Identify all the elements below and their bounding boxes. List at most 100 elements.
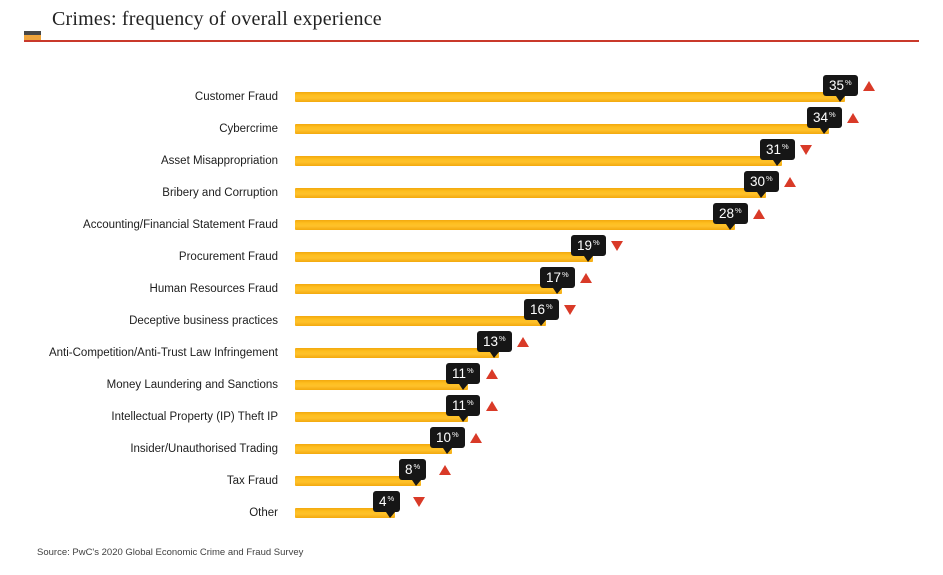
percent-sign: % (452, 430, 459, 439)
category-label: Asset Misappropriation (161, 155, 278, 167)
value-bar (295, 92, 845, 102)
value-badge: 19% (571, 235, 606, 256)
badge-pointer (443, 448, 452, 454)
category-label: Intellectual Property (IP) Theft IP (111, 411, 278, 423)
chart-row: Anti-Competition/Anti-Trust Law Infringe… (0, 331, 943, 369)
value-badge: 11% (446, 395, 480, 416)
value-bar (295, 348, 499, 358)
trend-up-icon (847, 113, 859, 123)
percent-sign: % (387, 494, 395, 503)
flag-accent-top (24, 31, 41, 35)
badge-pointer (820, 128, 829, 134)
value-bar (295, 508, 395, 518)
trend-up-icon (517, 337, 529, 347)
percent-sign: % (735, 206, 742, 215)
chart-row: Other 4% (0, 491, 943, 529)
category-label: Customer Fraud (194, 91, 278, 103)
category-label: Human Resources Fraud (149, 283, 278, 295)
value-bar (295, 316, 546, 326)
category-label: Bribery and Corruption (162, 187, 278, 199)
trend-up-icon (439, 465, 451, 475)
value-number: 11 (452, 366, 467, 381)
value-bar (295, 476, 421, 486)
category-label: Deceptive business practices (129, 315, 278, 327)
chart-row: Money Laundering and Sanctions 11% (0, 363, 943, 401)
value-bar (295, 156, 782, 166)
badge-pointer (553, 288, 562, 294)
percent-sign: % (845, 78, 852, 87)
percent-sign: % (562, 270, 569, 279)
value-bar (295, 252, 593, 262)
flag-accent-bottom (24, 35, 41, 40)
value-number: 8 (405, 462, 413, 477)
trend-down-icon (564, 305, 576, 315)
trend-up-icon (784, 177, 796, 187)
badge-pointer (459, 416, 468, 422)
percent-sign: % (782, 142, 789, 151)
percent-sign: % (546, 302, 553, 311)
chart-row: Intellectual Property (IP) Theft IP 11% (0, 395, 943, 433)
category-label: Cybercrime (219, 123, 278, 135)
chart-row: Customer Fraud 35% (0, 75, 943, 113)
value-badge: 30% (744, 171, 779, 192)
badge-pointer (459, 384, 468, 390)
value-badge: 4% (373, 491, 401, 512)
value-bar (295, 124, 829, 134)
value-badge: 8% (399, 459, 427, 480)
value-badge: 13% (477, 331, 512, 352)
trend-down-icon (611, 241, 623, 251)
percent-sign: % (413, 462, 421, 471)
badge-pointer (726, 224, 735, 230)
value-number: 11 (452, 398, 467, 413)
value-badge: 34% (807, 107, 842, 128)
category-label: Other (249, 507, 278, 519)
trend-up-icon (470, 433, 482, 443)
badge-pointer (386, 512, 395, 518)
percent-sign: % (467, 366, 474, 375)
chart-row: Procurement Fraud 19% (0, 235, 943, 273)
trend-down-icon (413, 497, 425, 507)
badge-pointer (773, 160, 782, 166)
badge-pointer (490, 352, 499, 358)
value-number: 17 (546, 270, 562, 285)
value-number: 30 (750, 174, 766, 189)
category-label: Money Laundering and Sanctions (106, 379, 278, 391)
value-bar (295, 380, 468, 390)
chart-row: Tax Fraud 8% (0, 459, 943, 497)
chart-row: Bribery and Corruption 30% (0, 171, 943, 209)
trend-up-icon (486, 369, 498, 379)
percent-sign: % (593, 238, 600, 247)
value-badge: 16% (524, 299, 559, 320)
value-number: 13 (483, 334, 499, 349)
chart-row: Human Resources Fraud 17% (0, 267, 943, 305)
value-number: 4 (379, 494, 387, 509)
header-divider (24, 40, 919, 42)
badge-pointer (537, 320, 546, 326)
value-number: 10 (436, 430, 452, 445)
category-label: Procurement Fraud (178, 251, 278, 263)
value-badge: 10% (430, 427, 465, 448)
badge-pointer (584, 256, 593, 262)
percent-sign: % (766, 174, 773, 183)
value-number: 35 (829, 78, 845, 93)
chart-row: Cybercrime 34% (0, 107, 943, 145)
value-badge: 31% (760, 139, 795, 160)
chart-row: Asset Misappropriation 31% (0, 139, 943, 177)
value-number: 28 (719, 206, 735, 221)
value-bar (295, 188, 766, 198)
badge-pointer (412, 480, 421, 486)
category-label: Accounting/Financial Statement Fraud (83, 219, 278, 231)
chart-row: Deceptive business practices 16% (0, 299, 943, 337)
source-note: Source: PwC's 2020 Global Economic Crime… (37, 547, 304, 558)
badge-pointer (757, 192, 766, 198)
trend-up-icon (580, 273, 592, 283)
trend-down-icon (800, 145, 812, 155)
percent-sign: % (829, 110, 836, 119)
category-label: Insider/Unauthorised Trading (130, 443, 278, 455)
percent-sign: % (499, 334, 506, 343)
value-badge: 11% (446, 363, 480, 384)
badge-pointer (836, 96, 845, 102)
trend-up-icon (863, 81, 875, 91)
